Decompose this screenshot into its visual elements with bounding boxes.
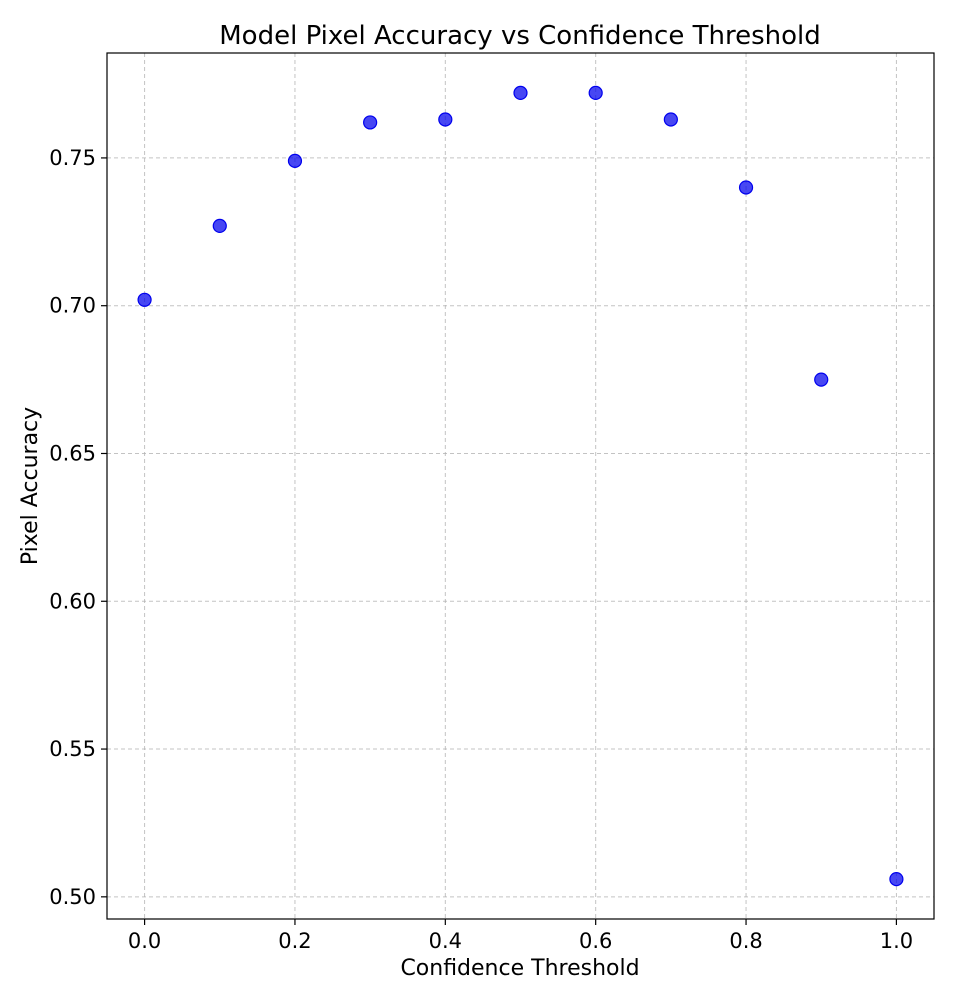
x-axis-label: Confidence Threshold	[400, 956, 639, 981]
x-axis-ticks: 0.0 0.2 0.4 0.6 0.8 1.0	[128, 919, 913, 953]
plot-area	[106, 52, 935, 920]
data-point	[212, 218, 227, 234]
grid-lines	[107, 53, 934, 919]
y-axis-ticks: 0.50 0.55 0.60 0.65 0.70 0.75	[49, 146, 107, 909]
data-points	[137, 85, 904, 887]
data-point	[513, 85, 528, 101]
data-point	[438, 112, 453, 127]
y-tick-label: 0.65	[49, 441, 96, 465]
y-tick-label: 0.50	[49, 885, 96, 909]
x-tick-label: 1.0	[880, 929, 913, 953]
x-tick-label: 0.4	[429, 929, 462, 953]
x-tick-label: 0.8	[729, 929, 762, 953]
x-tick-label: 0.0	[128, 929, 161, 953]
chart-title: Model Pixel Accuracy vs Confidence Thres…	[219, 21, 820, 51]
x-tick-label: 0.6	[579, 929, 612, 953]
y-tick-label: 0.60	[49, 589, 96, 613]
data-point	[663, 112, 678, 127]
data-point	[588, 85, 603, 101]
data-point	[137, 292, 152, 307]
data-point	[738, 180, 754, 195]
data-point	[889, 871, 904, 887]
data-point	[363, 115, 378, 130]
y-tick-label: 0.75	[49, 146, 96, 170]
x-tick-label: 0.2	[278, 929, 311, 953]
y-axis-label: Pixel Accuracy	[18, 407, 43, 565]
data-point	[287, 153, 303, 168]
y-tick-label: 0.55	[49, 737, 96, 761]
y-tick-label: 0.70	[49, 294, 96, 318]
data-point	[814, 372, 829, 387]
